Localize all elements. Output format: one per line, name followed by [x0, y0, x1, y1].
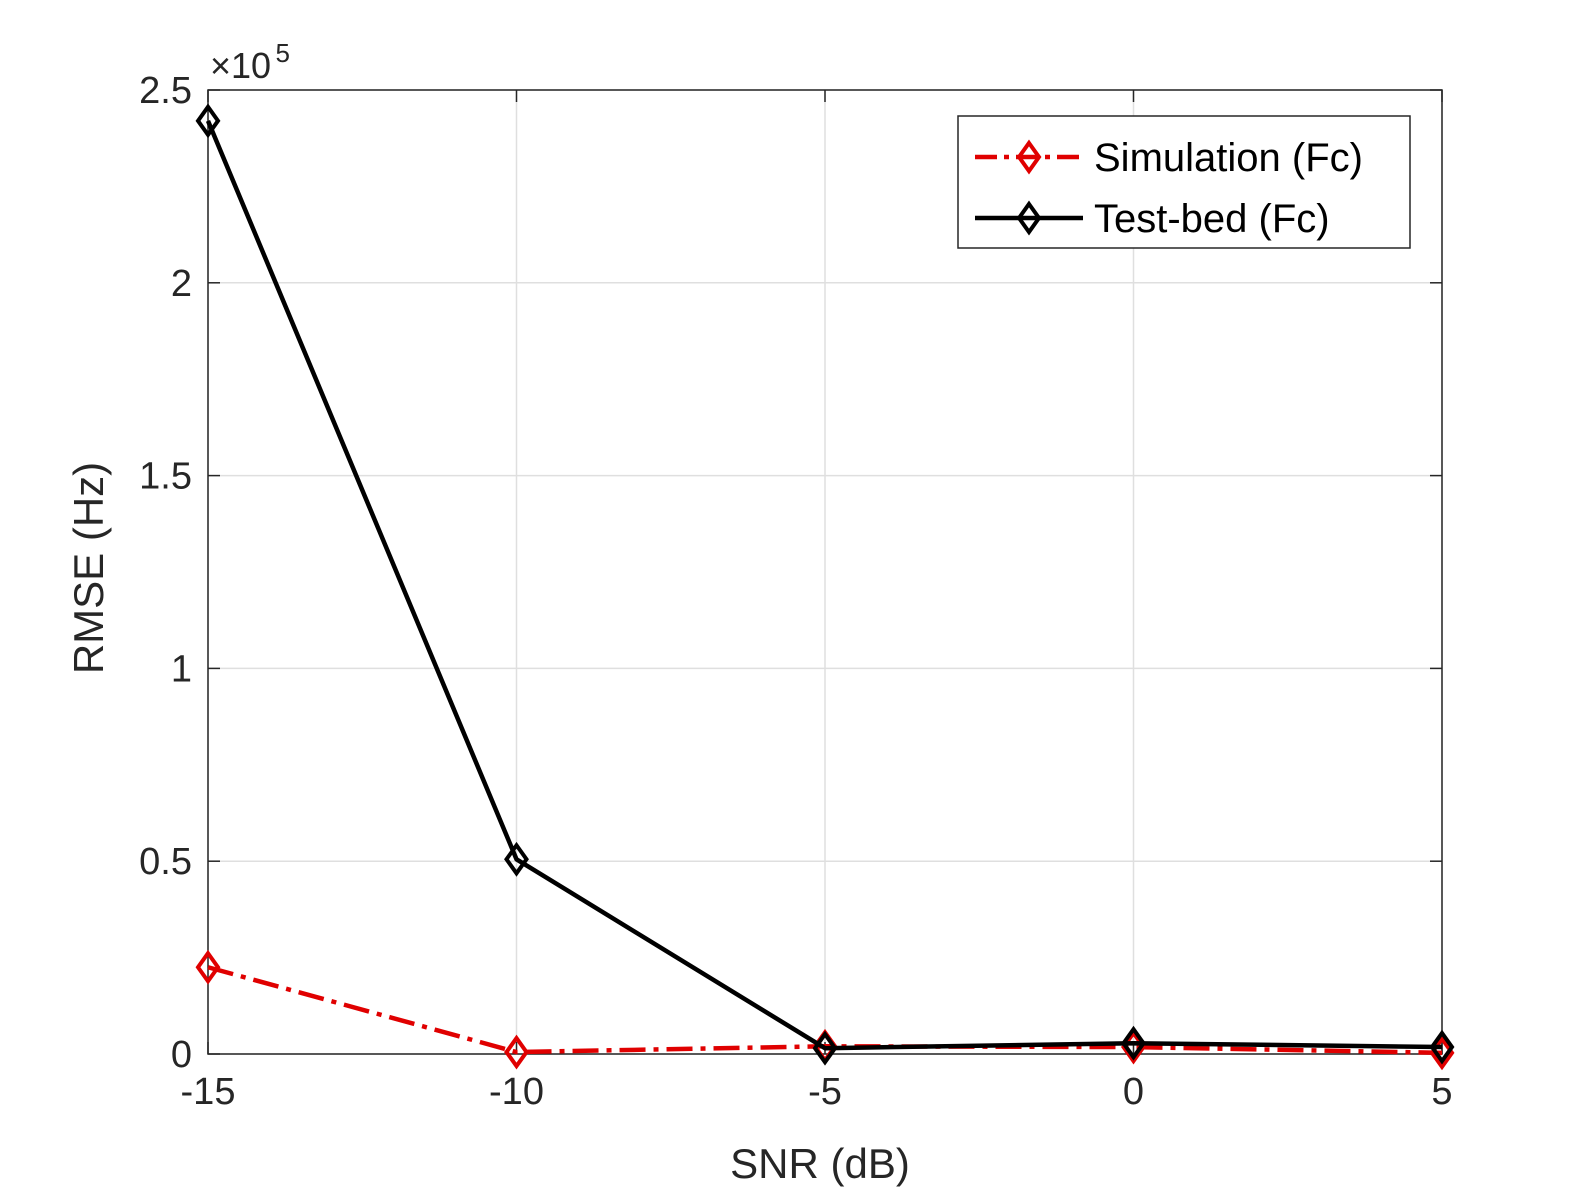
y-tick-label: 2.5	[139, 70, 192, 112]
legend-item: Simulation (Fc)	[975, 136, 1363, 180]
x-axis-title: SNR (dB)	[730, 1140, 910, 1187]
legend-marker	[1016, 139, 1042, 175]
x-tick-label: -10	[489, 1071, 544, 1113]
data-point-marker	[1429, 1029, 1455, 1065]
data-point-marker	[504, 841, 529, 877]
x-tick-label: -15	[181, 1071, 236, 1113]
x-tick-label: 5	[1431, 1071, 1452, 1113]
legend: Simulation (Fc) Test-bed (Fc)	[957, 115, 1411, 249]
data-point-marker	[1121, 1025, 1146, 1061]
y-tick-label: 1.5	[139, 456, 192, 498]
data-point-marker	[504, 1034, 529, 1070]
y-tick-label: 1	[171, 648, 192, 690]
legend-label: Test-bed (Fc)	[1094, 197, 1330, 241]
y-tick-label: 0	[171, 1034, 192, 1076]
data-point-marker	[812, 1030, 838, 1066]
y-tick-label: 0.5	[139, 841, 192, 883]
legend-label: Simulation (Fc)	[1094, 136, 1363, 180]
legend-marker	[1016, 200, 1042, 236]
y-axis-multiplier: ×10 5	[210, 38, 290, 86]
x-tick-label: 0	[1123, 1071, 1144, 1113]
data-point-marker	[195, 103, 221, 139]
legend-item: Test-bed (Fc)	[975, 197, 1330, 241]
series-line	[205, 119, 1443, 1051]
data-point-marker	[195, 949, 221, 985]
y-tick-label: 2	[171, 263, 192, 305]
tick-labels: -15 -10 -5 0 5 0 0.5 1 1.5 2 2.5	[139, 70, 1452, 1113]
data-series	[195, 103, 1455, 1071]
y-axis-multiplier-exponent: 5	[276, 38, 290, 68]
y-axis-title: RMSE (Hz)	[65, 462, 112, 674]
series-2	[195, 103, 1455, 1066]
y-axis-multiplier-base: ×10	[210, 45, 271, 86]
x-tick-label: -5	[808, 1071, 842, 1113]
